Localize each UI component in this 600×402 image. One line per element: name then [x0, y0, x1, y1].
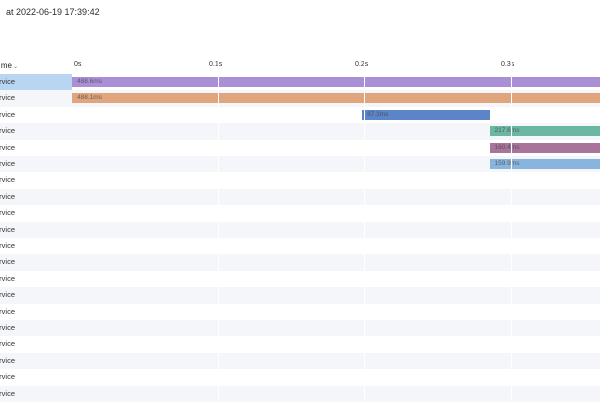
service-name-cell[interactable]: rvice	[0, 189, 72, 205]
span-row[interactable]: rvice 87.3ms	[0, 107, 600, 123]
span-duration-label: 87.3ms	[367, 110, 389, 118]
timeline-header: me⌄ 0s 0.1s 0.2s 0.3s	[0, 58, 600, 72]
service-name-cell[interactable]: rvice	[0, 140, 72, 156]
trace-title: at 2022-06-19 17:39:42	[6, 7, 100, 17]
tick-label-1: 0.1s	[209, 61, 223, 68]
service-name: rvice	[0, 372, 15, 382]
service-name: rvice	[0, 273, 15, 283]
service-name-cell[interactable]: rvice	[0, 107, 72, 123]
span-row[interactable]: rvice	[0, 336, 600, 352]
span-row[interactable]: rvice	[0, 188, 600, 206]
service-name: rvice	[0, 290, 15, 300]
tick-label-3: 0.3s	[501, 61, 515, 68]
service-name: rvice	[0, 159, 15, 168]
span-bar[interactable]: 488.1ms	[72, 93, 600, 104]
span-bar[interactable]: 159.9ms	[489, 159, 600, 169]
span-row[interactable]: rvice 488.1ms	[0, 90, 600, 107]
tick-label-0: 0s	[74, 61, 82, 68]
span-duration-label: 217.6ms	[494, 127, 520, 135]
span-row[interactable]: rvice 488.6ms	[0, 74, 600, 91]
service-name-cell[interactable]: rvice	[0, 74, 72, 91]
name-column-label: me	[0, 61, 12, 70]
service-name: rvice	[0, 77, 15, 86]
tick-label-2: 0.2s	[355, 61, 369, 68]
span-row[interactable]: rvice	[0, 320, 600, 337]
span-row[interactable]: rvice	[0, 304, 600, 320]
service-name-cell[interactable]: rvice	[0, 287, 72, 303]
service-name: rvice	[0, 257, 15, 267]
service-name-cell[interactable]: rvice	[0, 123, 72, 139]
span-row[interactable]: rvice	[0, 385, 600, 402]
service-name-cell[interactable]: rvice	[0, 304, 72, 320]
service-name-cell[interactable]: rvice	[0, 238, 72, 254]
service-name-cell[interactable]: rvice	[0, 369, 72, 385]
service-name: rvice	[0, 306, 15, 316]
service-name-cell[interactable]: rvice	[0, 254, 72, 270]
span-row[interactable]: rvice	[0, 221, 600, 238]
service-name-cell[interactable]: rvice	[0, 172, 72, 188]
service-name: rvice	[0, 241, 15, 250]
service-name: rvice	[0, 109, 15, 119]
span-duration-label: 159.9ms	[494, 160, 520, 167]
span-row[interactable]: rvice	[0, 369, 600, 385]
service-name: rvice	[0, 339, 15, 349]
service-name: rvice	[0, 224, 15, 234]
service-name: rvice	[0, 208, 15, 218]
service-name-cell[interactable]: rvice	[0, 386, 72, 402]
span-bar[interactable]: 217.6ms	[489, 126, 600, 137]
span-row[interactable]: rvice	[0, 352, 600, 370]
span-duration-label: 488.1ms	[77, 94, 102, 102]
service-name-cell[interactable]: rvice	[0, 320, 72, 336]
span-row[interactable]: rvice 217.6ms	[0, 123, 600, 140]
span-row[interactable]: rvice	[0, 254, 600, 271]
span-duration-label: 160.4ms	[494, 143, 520, 151]
span-bar[interactable]: 87.3ms	[362, 109, 490, 120]
service-name-cell[interactable]: rvice	[0, 156, 72, 172]
span-duration-label: 488.6ms	[77, 78, 102, 85]
span-row[interactable]: rvice	[0, 238, 600, 254]
service-name: rvice	[0, 142, 15, 152]
service-name-cell[interactable]: rvice	[0, 90, 72, 106]
service-name: rvice	[0, 388, 15, 398]
span-row[interactable]: rvice 159.9ms	[0, 156, 600, 173]
service-name-cell[interactable]: rvice	[0, 336, 72, 352]
span-bar[interactable]: 488.6ms	[72, 77, 600, 87]
span-bar[interactable]: 160.4ms	[489, 142, 600, 153]
service-name-cell[interactable]: rvice	[0, 271, 72, 287]
service-name: rvice	[0, 126, 15, 136]
service-name: rvice	[0, 93, 15, 103]
span-row[interactable]: rvice 160.4ms	[0, 140, 600, 156]
span-row[interactable]: rvice	[0, 205, 600, 221]
span-row[interactable]: rvice	[0, 172, 600, 188]
service-name-cell[interactable]: rvice	[0, 205, 72, 221]
service-name: rvice	[0, 175, 15, 185]
span-row[interactable]: rvice	[0, 271, 600, 287]
service-name: rvice	[0, 323, 15, 332]
name-column-header[interactable]: me⌄	[0, 58, 66, 72]
service-name-cell[interactable]: rvice	[0, 353, 72, 369]
span-row[interactable]: rvice	[0, 287, 600, 304]
chevron-down-icon[interactable]: ⌄	[12, 64, 18, 70]
service-name-cell[interactable]: rvice	[0, 222, 72, 238]
service-name: rvice	[0, 355, 15, 365]
service-name: rvice	[0, 191, 15, 201]
